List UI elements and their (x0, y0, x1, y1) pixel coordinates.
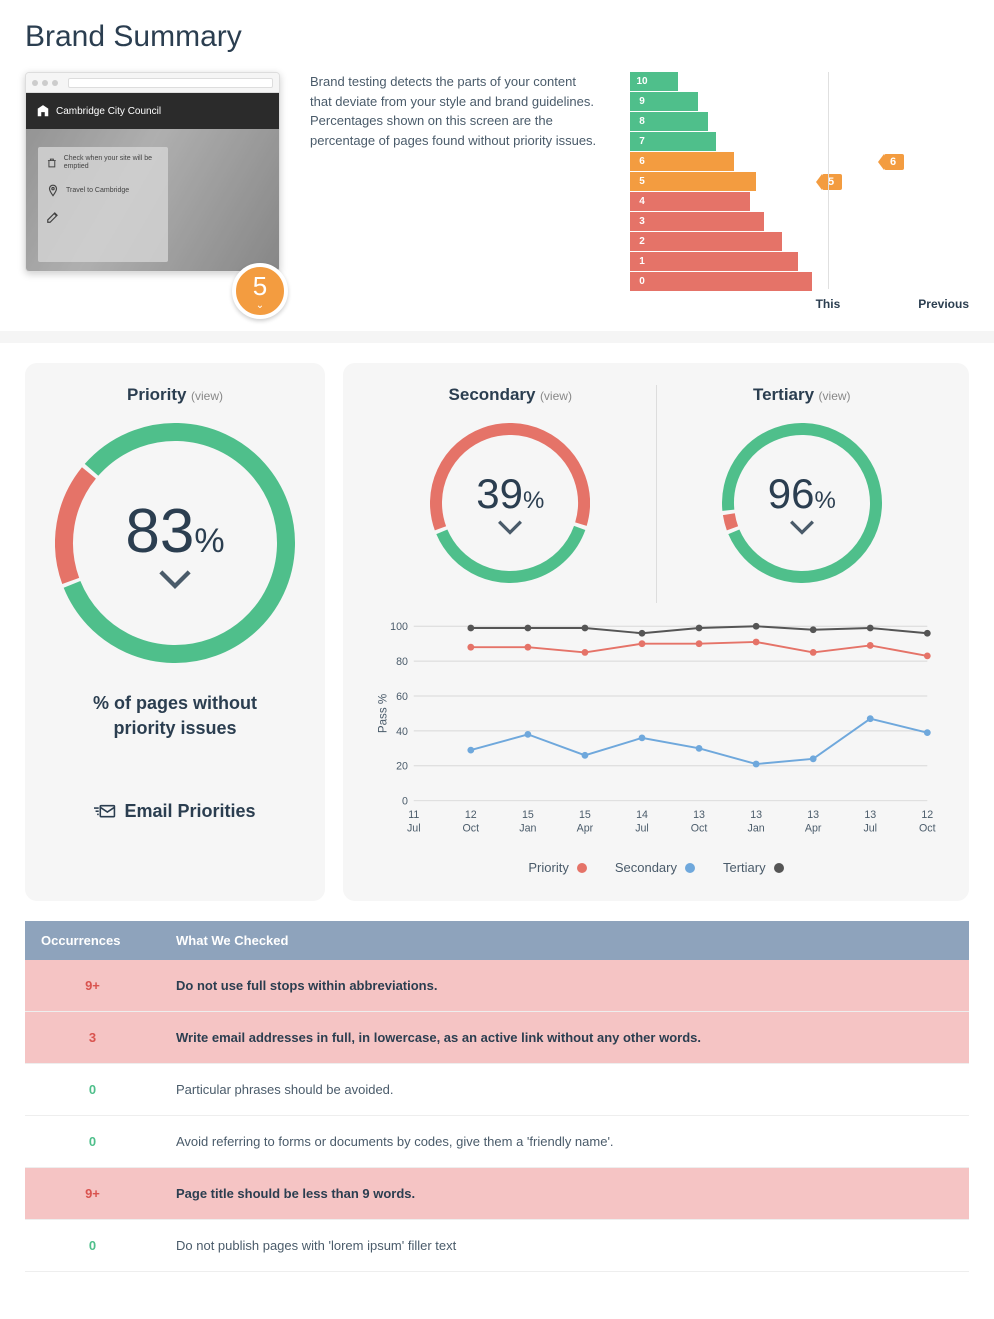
cell-description: Write email addresses in full, in lowerc… (160, 1012, 769, 1064)
cell-occurrences: 0 (25, 1116, 160, 1168)
logo-icon (36, 104, 50, 118)
priority-title: Priority (127, 385, 187, 404)
svg-text:13: 13 (750, 809, 762, 821)
svg-text:13: 13 (807, 809, 819, 821)
cell-description: Do not use full stops within abbreviatio… (160, 960, 769, 1012)
svg-text:Pass %: Pass % (377, 694, 390, 733)
table-row[interactable]: 9+Do not use full stops within abbreviat… (25, 960, 969, 1012)
site-thumbnail[interactable]: Cambridge City Council Check when your s… (25, 72, 280, 311)
table-row[interactable]: 0Avoid referring to forms or documents b… (25, 1116, 969, 1168)
priority-card: Priority (view) 83% % of pages withoutpr… (25, 363, 325, 901)
table-row[interactable]: 0Particular phrases should be avoided. (25, 1064, 969, 1116)
score-funnel-chart: 10987665543210ThisPrevious (630, 72, 969, 311)
chevron-down-icon: ⌄ (256, 300, 264, 311)
cell-occurrences: 9+ (25, 1168, 160, 1220)
svg-text:Jul: Jul (863, 823, 877, 835)
tertiary-title: Tertiary (753, 385, 814, 404)
description-text: Brand testing detects the parts of your … (310, 72, 600, 311)
secondary-title: Secondary (449, 385, 536, 404)
svg-text:14: 14 (636, 809, 648, 821)
score-value: 5 (253, 271, 267, 302)
checks-table: Occurrences What We Checked 9+Do not use… (25, 921, 969, 1272)
svg-text:13: 13 (864, 809, 876, 821)
svg-text:40: 40 (396, 726, 408, 738)
page-title: Brand Summary (25, 20, 969, 54)
svg-text:Apr: Apr (577, 823, 594, 835)
cell-occurrences: 9+ (25, 960, 160, 1012)
svg-text:Jan: Jan (748, 823, 765, 835)
tertiary-view-link[interactable]: (view) (819, 389, 851, 403)
svg-text:Oct: Oct (691, 823, 708, 835)
cell-description: Avoid referring to forms or documents by… (160, 1116, 769, 1168)
tertiary-donut[interactable]: 96% (722, 405, 882, 583)
svg-text:11: 11 (408, 809, 419, 821)
email-icon (94, 803, 116, 821)
priority-view-link[interactable]: (view) (191, 389, 223, 403)
svg-text:15: 15 (579, 809, 591, 821)
cell-description: Particular phrases should be avoided. (160, 1064, 769, 1116)
section-divider (0, 331, 994, 343)
summary-top-row: Cambridge City Council Check when your s… (25, 72, 969, 311)
svg-text:Oct: Oct (463, 823, 480, 835)
legend-priority: Priority (528, 860, 568, 875)
svg-text:0: 0 (402, 796, 408, 808)
chevron-down-icon (789, 518, 815, 536)
cell-description: Page title should be less than 9 words. (160, 1168, 769, 1220)
trend-line-chart: 0 20 40 60 80 100 Pass % 11 Jul 12 Oct 15 Jan 15 Apr 14… (365, 603, 947, 848)
secondary-view-link[interactable]: (view) (540, 389, 572, 403)
svg-text:Oct: Oct (919, 823, 936, 835)
svg-text:100: 100 (390, 621, 408, 633)
priority-donut[interactable]: 83% (55, 405, 295, 663)
cell-description: Do not publish pages with 'lorem ipsum' … (160, 1220, 769, 1272)
svg-text:15: 15 (522, 809, 534, 821)
thumb-site-name: Cambridge City Council (56, 106, 161, 117)
svg-text:Jan: Jan (519, 823, 536, 835)
svg-text:80: 80 (396, 656, 408, 668)
cell-occurrences: 0 (25, 1220, 160, 1272)
svg-text:13: 13 (693, 809, 705, 821)
priority-subtext: % of pages withoutpriority issues (93, 691, 257, 741)
email-priorities-button[interactable]: Email Priorities (94, 801, 255, 822)
col-empty (769, 921, 969, 960)
score-badge[interactable]: 5 ⌄ (232, 263, 288, 319)
svg-text:Apr: Apr (805, 823, 822, 835)
cell-occurrences: 0 (25, 1064, 160, 1116)
cell-occurrences: 3 (25, 1012, 160, 1064)
chart-legend: Priority Secondary Tertiary (365, 848, 947, 879)
secondary-tertiary-card: Secondary (view) 39% Tertiary (view) (343, 363, 969, 901)
secondary-panel: Secondary (view) 39% (365, 385, 657, 603)
col-occurrences: Occurrences (25, 921, 160, 960)
secondary-donut[interactable]: 39% (430, 405, 590, 583)
table-row[interactable]: 9+Page title should be less than 9 words… (25, 1168, 969, 1220)
svg-text:12: 12 (921, 809, 933, 821)
chevron-down-icon (158, 567, 192, 591)
svg-text:60: 60 (396, 691, 408, 703)
legend-tertiary: Tertiary (723, 860, 766, 875)
svg-text:20: 20 (396, 761, 408, 773)
legend-secondary: Secondary (615, 860, 677, 875)
svg-text:Jul: Jul (635, 823, 649, 835)
chevron-down-icon (497, 518, 523, 536)
table-row[interactable]: 0Do not publish pages with 'lorem ipsum'… (25, 1220, 969, 1272)
svg-text:12: 12 (465, 809, 477, 821)
svg-text:Jul: Jul (407, 823, 421, 835)
table-row[interactable]: 3Write email addresses in full, in lower… (25, 1012, 969, 1064)
col-what-checked: What We Checked (160, 921, 769, 960)
tertiary-panel: Tertiary (view) 96% (657, 385, 948, 603)
